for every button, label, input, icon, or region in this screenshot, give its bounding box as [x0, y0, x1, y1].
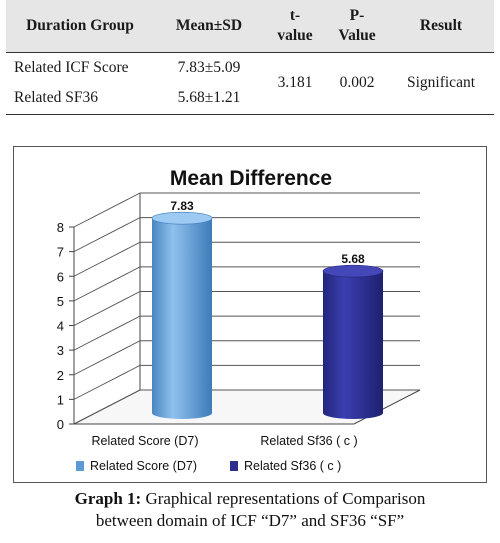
chart-legend: Related Score (D7) Related Sf36 ( c ): [76, 459, 341, 473]
header-t-value-line1: t-: [289, 6, 301, 24]
statistics-table: Duration Group Mean±SD t-value P- Value R…: [6, 0, 494, 115]
header-p-value-line2: Value: [338, 26, 376, 44]
header-result: Result: [419, 16, 463, 34]
y-tick-label: 5: [57, 294, 64, 309]
x-tick-label: Related Score (D7): [92, 434, 199, 448]
bar-top: [322, 264, 384, 278]
y-tick-label: 8: [57, 220, 64, 235]
bar: 5.68: [322, 252, 384, 419]
y-tick-label: 4: [57, 319, 64, 334]
bar-chart: Mean Difference 0 1 2 3 4 5 6 7 8 7.83 5.68 Relat…: [57, 167, 421, 473]
row-mean-sd-icf: 7.83±5.09: [177, 58, 241, 76]
header-t-value: t-value: [264, 0, 326, 52]
bar-body: [152, 218, 212, 419]
bar-top: [151, 211, 213, 225]
table-row: Related ICF Score 7.83±5.09 3.181 0.002 …: [6, 52, 494, 91]
gridline: [73, 266, 420, 302]
bar: 7.83: [151, 199, 213, 419]
header-p-value: P- Value: [326, 0, 388, 52]
data-label: 5.68: [341, 252, 365, 266]
header-duration-group: Duration Group: [26, 16, 134, 34]
y-tick-label: 3: [57, 343, 64, 358]
caption-line2: between domain of ICF “D7” and SF36 “SF”: [95, 511, 405, 530]
table-header-row: Duration Group Mean±SD t-value P- Value R…: [6, 0, 494, 52]
legend-label: Related Score (D7): [90, 459, 197, 473]
table-row: Related SF36 5.68±1.21: [6, 83, 494, 114]
x-tick-label: Related Sf36 ( c ): [260, 434, 357, 448]
gridline: [73, 192, 420, 228]
x-axis-labels: Related Score (D7) Related Sf36 ( c ): [92, 434, 358, 448]
bar-body: [323, 271, 383, 419]
y-tick-label: 1: [57, 392, 64, 407]
legend-swatch: [76, 461, 84, 471]
t-value-cell: 3.181: [277, 74, 313, 91]
y-tick-label: 7: [57, 245, 64, 260]
header-t-value-line2: value: [277, 26, 313, 44]
gridline: [73, 241, 420, 277]
chart-frame: Mean Difference 0 1 2 3 4 5 6 7 8 7.83 5.68 Relat…: [13, 146, 487, 483]
legend-label: Related Sf36 ( c ): [244, 459, 341, 473]
gridline: [73, 217, 420, 253]
header-p-value-line1: P-: [349, 6, 365, 24]
row-mean-sd-sf36: 5.68±1.21: [177, 89, 241, 107]
row-group-icf: Related ICF Score: [14, 58, 129, 76]
data-label: 7.83: [170, 199, 194, 213]
chart-bars: 7.83 5.68: [151, 199, 384, 419]
graph-caption: Graph 1: Graphical representations of Co…: [0, 488, 500, 532]
chart-title: Mean Difference: [170, 167, 332, 190]
y-tick-label: 6: [57, 269, 64, 284]
p-value-cell: 0.002: [339, 74, 375, 91]
y-axis-ticks: 0 1 2 3 4 5 6 7 8: [57, 220, 74, 432]
y-tick-label: 2: [57, 368, 64, 383]
caption-label: Graph 1:: [74, 489, 142, 508]
result-cell: Significant: [406, 74, 476, 91]
caption-line1: Graphical representations of Comparison: [145, 489, 426, 508]
legend-swatch: [230, 461, 238, 471]
header-mean-sd: Mean±SD: [175, 16, 243, 34]
y-tick-label: 0: [57, 417, 64, 432]
row-group-sf36: Related SF36: [14, 89, 98, 107]
